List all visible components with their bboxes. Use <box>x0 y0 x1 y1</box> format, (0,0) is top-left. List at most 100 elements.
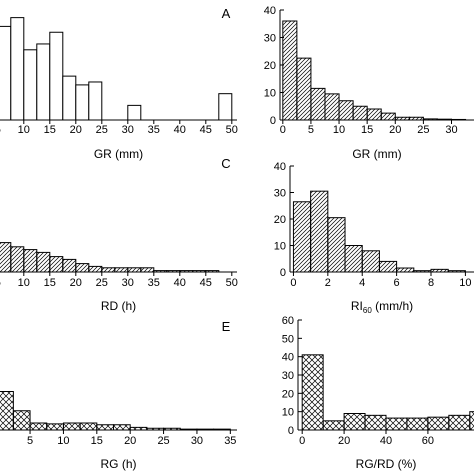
histogram-bar <box>127 104 142 121</box>
y-tick-label: 10 <box>282 407 294 419</box>
x-tick-label: 25 <box>96 124 108 136</box>
x-tick-label: 25 <box>96 277 108 289</box>
histogram-bar <box>88 265 103 273</box>
histogram-bar <box>352 105 368 121</box>
x-axis-title: GR (mm) <box>352 147 401 161</box>
y-tick-label: 10 <box>274 241 286 253</box>
histogram-bar <box>101 267 116 273</box>
x-tick-label: 2 <box>325 277 331 289</box>
x-tick-label: 40 <box>174 124 186 136</box>
histogram-bar <box>75 263 90 273</box>
histogram-bar <box>364 414 387 431</box>
panel-label: A <box>222 6 231 21</box>
x-tick-label: 0 <box>280 124 286 136</box>
y-tick-label: 20 <box>264 60 276 72</box>
x-axis-title: RD (h) <box>101 299 136 313</box>
x-tick-label: 5 <box>27 435 33 447</box>
histogram-bar <box>218 93 233 121</box>
histogram-bar <box>406 417 429 431</box>
y-tick-label: 0 <box>270 115 276 127</box>
x-tick-label: 6 <box>394 277 400 289</box>
x-tick-label: 35 <box>224 435 236 447</box>
x-tick-label: 20 <box>389 124 401 136</box>
histogram-bar <box>448 414 471 431</box>
x-axis-title-subscript: 60 <box>363 306 372 315</box>
histogram-bar <box>301 354 324 431</box>
x-axis-title: RG/RD (%) <box>356 457 417 471</box>
x-tick-label: 20 <box>124 435 136 447</box>
x-tick-label: 60 <box>422 435 434 447</box>
x-tick-label: 45 <box>200 124 212 136</box>
histogram-bar <box>0 391 14 431</box>
y-tick-label: 50 <box>282 333 294 345</box>
panel-b: 0 5 10 15 20 25 30 0 10 20 30 40 GR (mm) <box>264 5 474 161</box>
y-tick-label: 40 <box>264 5 276 17</box>
panel-e: 5 10 15 20 25 30 35 RG (h) E <box>0 319 237 471</box>
panel-f: 0 20 40 60 0 10 20 30 40 50 60 RG/RD (%) <box>282 315 474 471</box>
histogram-bar <box>23 249 38 273</box>
histogram-bar <box>75 84 90 121</box>
histogram-bar <box>282 20 298 121</box>
histogram-bar <box>292 201 312 273</box>
y-tick-label: 40 <box>282 352 294 364</box>
histogram-bar <box>23 49 38 121</box>
histogram-bar <box>0 242 12 273</box>
histogram-bar <box>343 413 366 431</box>
histogram-bar <box>10 246 25 273</box>
x-tick-label: 10 <box>459 277 471 289</box>
x-tick-label: 15 <box>44 277 56 289</box>
histogram-bar <box>10 17 25 121</box>
histogram-bar <box>344 245 363 273</box>
x-axis-title: RG (h) <box>101 457 137 471</box>
x-tick-label: 8 <box>428 277 434 289</box>
histogram-bar <box>88 81 103 121</box>
x-tick-label: 20 <box>70 124 82 136</box>
histogram-bar <box>36 43 51 121</box>
y-tick-label: 30 <box>264 33 276 45</box>
x-tick-label: 50 <box>226 277 238 289</box>
histogram-bar <box>427 416 450 431</box>
histogram-bar <box>79 422 98 431</box>
panel-a: 5 10 15 20 25 30 35 40 45 50 GR (mm) A <box>0 6 238 161</box>
histogram-bar <box>96 424 115 431</box>
x-tick-label: 4 <box>359 277 365 289</box>
x-tick-label: 40 <box>174 277 186 289</box>
histogram-bar <box>469 411 474 431</box>
x-tick-label: 45 <box>200 277 212 289</box>
x-tick-label: 35 <box>148 277 160 289</box>
histogram-bar <box>324 93 340 121</box>
histogram-bar <box>49 31 64 121</box>
histogram-bar <box>127 267 142 273</box>
x-tick-label: 0 <box>290 277 296 289</box>
x-tick-label: 15 <box>91 435 103 447</box>
x-tick-label: 35 <box>148 124 160 136</box>
x-tick-label: 5 <box>308 124 314 136</box>
histogram-bar <box>338 100 354 121</box>
histogram-bar <box>380 112 396 121</box>
histogram-bar <box>327 217 346 273</box>
x-tick-label: 25 <box>417 124 429 136</box>
y-tick-label: 0 <box>288 425 294 437</box>
histogram-bar <box>62 258 77 273</box>
x-tick-label: 0 <box>299 435 305 447</box>
y-tick-label: 20 <box>282 388 294 400</box>
y-tick-label: 0 <box>280 267 286 279</box>
y-tick-label: 10 <box>264 88 276 100</box>
histogram-bar <box>0 25 12 121</box>
x-tick-label: 10 <box>18 124 30 136</box>
x-tick-label: 30 <box>445 124 457 136</box>
x-axis-title-main: RI <box>351 299 363 313</box>
x-tick-label: 20 <box>70 277 82 289</box>
histogram-bar <box>113 424 131 431</box>
x-tick-label: 10 <box>333 124 345 136</box>
histogram-bar <box>310 87 326 121</box>
histogram-bar <box>62 422 81 431</box>
histogram-bar <box>62 75 77 121</box>
x-tick-label: 30 <box>191 435 203 447</box>
histogram-bar <box>366 108 382 121</box>
histogram-bar <box>361 250 380 273</box>
panel-label: C <box>221 156 230 171</box>
y-tick-label: 60 <box>282 315 294 327</box>
panel-c: 5 10 15 20 25 30 35 40 45 50 RD (h) C <box>0 156 238 313</box>
